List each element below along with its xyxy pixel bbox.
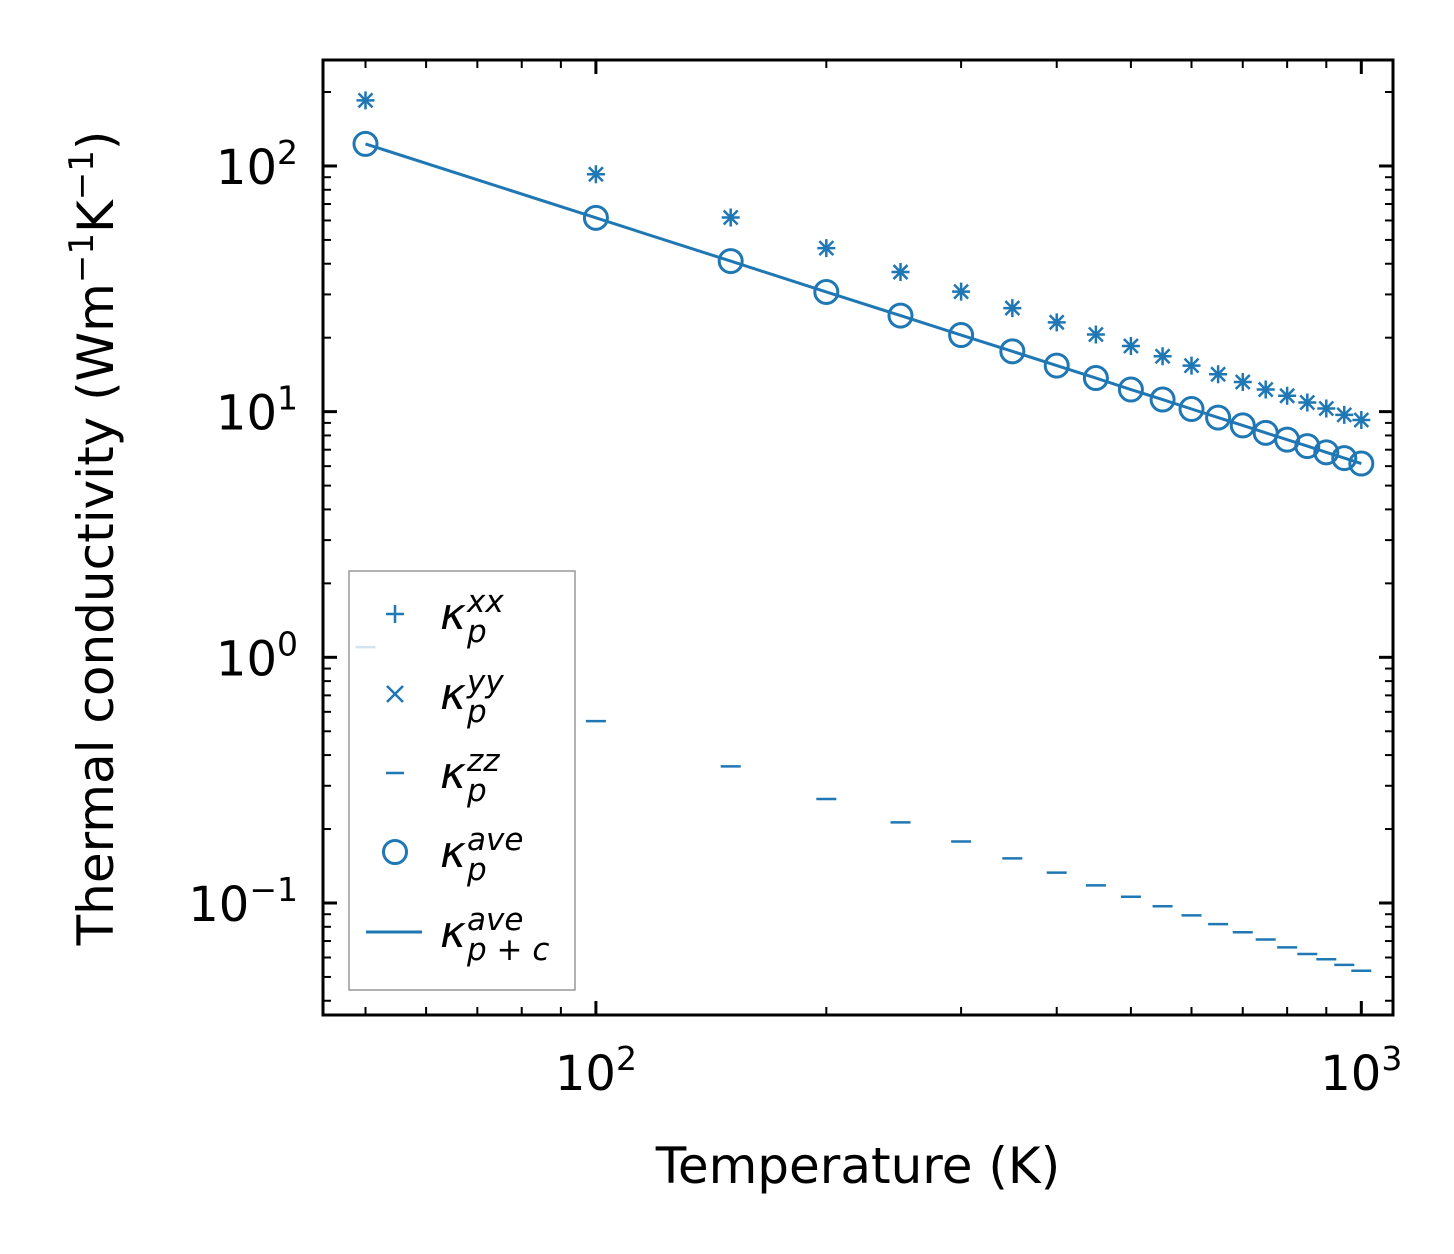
circle-point	[1331, 445, 1358, 472]
x-point	[1210, 366, 1227, 383]
x-point	[1087, 326, 1104, 343]
legend-label: κave p + c	[440, 902, 549, 968]
legend-label: κzz p	[440, 743, 500, 809]
legend-label: κyy p	[440, 664, 504, 730]
series-kappa_p_yy	[357, 92, 1370, 428]
circle-point	[887, 302, 914, 329]
x-point	[1257, 381, 1274, 398]
circle-point	[1082, 365, 1109, 392]
circle-point	[1178, 396, 1205, 423]
x-point	[1004, 300, 1021, 316]
circle-point	[582, 204, 609, 231]
series-kappa_p_zz	[355, 645, 1372, 972]
legend-entry: κxx p	[386, 584, 504, 650]
circle-point	[813, 278, 840, 305]
circle-point	[1043, 352, 1070, 379]
x-point	[357, 92, 374, 109]
legend-x-marker	[386, 685, 404, 703]
x-point	[1154, 348, 1171, 365]
y-tick-label: 101	[216, 379, 298, 442]
plot-frame	[321, 58, 1395, 1017]
x-point	[1048, 314, 1065, 331]
y-tick-label: 102	[216, 133, 298, 196]
legend-entry: κyy p	[386, 664, 504, 730]
circle-point	[1117, 376, 1144, 403]
x-point	[588, 166, 604, 183]
y-tick-label: 100	[216, 624, 298, 687]
y-tick-label: 10−1	[188, 870, 298, 933]
legend-entry: κzz p	[386, 743, 500, 809]
circle-point	[1348, 450, 1375, 477]
legend-box	[348, 570, 576, 991]
circle-point	[999, 338, 1026, 365]
x-point	[722, 209, 739, 226]
legend-circle-marker	[382, 839, 408, 865]
circle-point	[1149, 386, 1176, 413]
legend-label: κxx p	[440, 584, 504, 650]
circle-point	[1313, 439, 1340, 466]
x-tick-label: 103	[1320, 1039, 1402, 1102]
x-point	[1299, 394, 1316, 411]
x-point	[1183, 357, 1200, 374]
x-point	[818, 240, 835, 257]
circle-point	[1229, 412, 1256, 439]
series-kappa_p+c_ave	[365, 142, 1362, 465]
series-kappa_p_ave	[352, 130, 1375, 477]
circle-point	[1294, 433, 1321, 460]
series-kappa_p_xx	[356, 91, 1371, 429]
legend-plus-marker	[386, 605, 404, 623]
circle-point	[717, 248, 744, 275]
x-point	[1234, 374, 1251, 390]
legend-entry: κave p + c	[366, 902, 549, 968]
x-point	[1318, 400, 1335, 417]
legend: κxx p κyy p κzz p κave p κave p + c	[348, 570, 576, 991]
x-point	[953, 283, 969, 300]
tick-labels: 102 103 102 101 100 10−1	[188, 133, 1402, 1102]
legend-label: κave p	[440, 822, 523, 888]
x-tick-label: 102	[555, 1039, 637, 1102]
legend-entry: κave p	[382, 822, 523, 888]
x-point	[1279, 387, 1296, 404]
y-axis-label: Thermal conductivity (Wm−1K−1)	[62, 131, 125, 947]
data-layer	[352, 91, 1375, 972]
series-line	[365, 142, 1362, 465]
x-point	[1353, 412, 1370, 428]
x-point	[892, 264, 909, 280]
circle-point	[352, 130, 379, 157]
circle-point	[948, 322, 975, 349]
circle-point	[1205, 404, 1232, 431]
x-axis-label: Temperature (K)	[655, 1137, 1060, 1195]
x-point	[1336, 407, 1353, 423]
x-point	[1123, 338, 1139, 354]
